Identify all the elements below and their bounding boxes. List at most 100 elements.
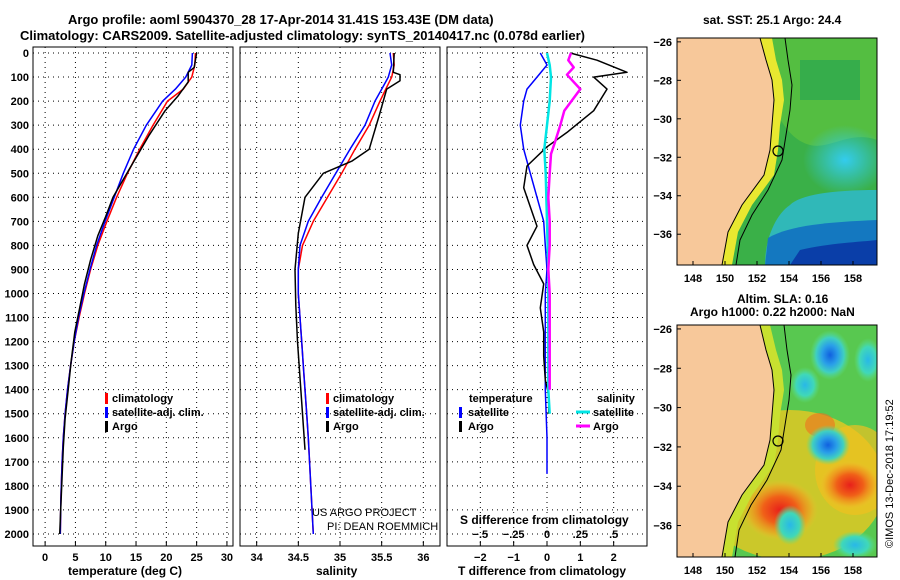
difference-ticks: −2 −1 0 1 2 −.5 −.25 0 .25 .5 xyxy=(473,529,619,564)
sla-blue-eddy-3 xyxy=(774,505,806,545)
header-line1: Argo profile: aoml 5904370_28 17-Apr-201… xyxy=(68,12,494,27)
sla-map-image xyxy=(677,325,877,557)
sst-cool-eddy xyxy=(803,125,877,195)
depth-tick-label: 500 xyxy=(11,168,29,180)
depth-tick-label: 1200 xyxy=(5,337,29,349)
legend-swatch-climatology xyxy=(105,393,108,404)
sst-land xyxy=(677,38,774,265)
tick-label: 34.5 xyxy=(288,552,309,564)
series-line-temperature-satellite xyxy=(519,52,548,474)
legend-label-sal-argo: Argo xyxy=(593,421,619,433)
depth-tick-label: 2000 xyxy=(5,529,29,541)
salinity-xlabel: salinity xyxy=(316,564,358,578)
legend-label-climatology: climatology xyxy=(112,393,174,405)
sst-axes: 148 150 152 154 156 158 −26 −28 −30 −32 −34 −36 xyxy=(653,37,862,285)
salinity-ticks: 34 34.5 35 35.5 36 xyxy=(251,541,429,564)
top-tick-label: .5 xyxy=(609,529,618,541)
tick-label: 0 xyxy=(544,552,550,564)
tick-label: 10 xyxy=(100,552,112,564)
top-tick-label: −.5 xyxy=(473,529,489,541)
temperature-grid xyxy=(33,47,233,546)
depth-tick-label: 1900 xyxy=(5,505,29,517)
map-xtick-label: 152 xyxy=(748,273,766,285)
sla-blue-eddy-4 xyxy=(854,338,877,382)
depth-tick-label: 1100 xyxy=(5,313,29,325)
difference-top-xlabel: S difference from climatology xyxy=(460,513,629,527)
sst-map: sat. SST: 25.1 Argo: 24.4 148 150 152 154 15… xyxy=(653,13,878,285)
top-tick-label: 0 xyxy=(544,529,550,541)
map-ytick-label: −30 xyxy=(653,403,672,415)
map-xtick-label: 148 xyxy=(684,565,702,577)
legend-label-sal-satellite: satellite xyxy=(593,407,634,419)
map-xtick-label: 158 xyxy=(844,273,862,285)
temperature-xlabel: temperature (deg C) xyxy=(68,564,182,578)
tick-label: 35.5 xyxy=(371,552,392,564)
sla-coast-strip xyxy=(722,325,784,557)
sst-float-marker xyxy=(772,145,784,157)
sst-title: sat. SST: 25.1 Argo: 24.4 xyxy=(703,13,842,27)
depth-axis: 0 100 200 300 400 500 600 700 800 900 1000 1100 1200… xyxy=(5,48,29,541)
sla-shelf-contour xyxy=(734,325,792,557)
legend-label-satellite: satellite-adj. clim. xyxy=(333,407,425,419)
legend-swatch-argo xyxy=(326,421,329,432)
legend-header-salinity: salinity xyxy=(597,393,636,405)
sst-map-image xyxy=(677,38,877,265)
tick-label: 2 xyxy=(611,552,617,564)
depth-tick-label: 100 xyxy=(11,72,29,84)
salinity-grid xyxy=(240,47,440,546)
tick-label: 34 xyxy=(251,552,264,564)
difference-panel: −2 −1 0 1 2 −.5 −.25 0 .25 .5 S difference from c… xyxy=(446,46,648,578)
top-tick-label: −.25 xyxy=(503,529,525,541)
legend-swatch-satellite xyxy=(105,407,108,418)
legend-swatch-climatology xyxy=(326,393,329,404)
sla-coastline xyxy=(721,325,775,557)
tick-label: −2 xyxy=(474,552,487,564)
series-line-satellite-adj-clim- xyxy=(297,52,393,535)
map-xtick-label: 156 xyxy=(812,273,830,285)
sla-title1: Altim. SLA: 0.16 xyxy=(737,292,829,306)
legend-label-climatology: climatology xyxy=(333,393,395,405)
difference-xlabel: T difference from climatology xyxy=(458,564,626,578)
series-line-climatology xyxy=(59,52,197,535)
map-ytick-label: −34 xyxy=(653,191,673,203)
map-ytick-label: −26 xyxy=(653,324,672,336)
series-line-satellite-adj-clim- xyxy=(59,52,194,535)
tick-label: 15 xyxy=(130,552,142,564)
depth-tick-label: 300 xyxy=(11,120,29,132)
map-ytick-label: −26 xyxy=(653,37,672,49)
salinity-panel: 34 34.5 35 35.5 36 salinity climatology sate… xyxy=(239,46,441,578)
project-line2: PI: DEAN ROEMMICH xyxy=(327,521,438,533)
legend-label-argo: Argo xyxy=(112,421,138,433)
map-xtick-label: 158 xyxy=(844,565,862,577)
series-line-salinity-satellite xyxy=(543,52,553,414)
legend-swatch-satellite xyxy=(326,407,329,418)
salinity-plot-frame xyxy=(239,46,441,547)
temperature-ticks: 0 5 10 15 20 25 30 xyxy=(42,541,233,564)
sla-cyan-eddy xyxy=(790,367,820,403)
difference-legend: temperature salinity satellite Argo sate… xyxy=(459,393,636,433)
map-xtick-label: 154 xyxy=(780,273,799,285)
tick-label: 36 xyxy=(417,552,429,564)
sla-blue-eddy-2 xyxy=(806,425,850,465)
legend-label-temp-argo: Argo xyxy=(468,421,494,433)
sst-shelf-contour xyxy=(735,38,793,265)
map-xtick-label: 150 xyxy=(716,273,734,285)
project-line1: US ARGO PROJECT xyxy=(312,507,417,519)
depth-tick-label: 400 xyxy=(11,144,29,156)
depth-tick-label: 1000 xyxy=(5,288,29,300)
sla-map: Altim. SLA: 0.16 Argo h1000: 0.22 h2000:… xyxy=(653,292,878,577)
header-line2: Climatology: CARS2009. Satellite-adjuste… xyxy=(20,28,585,43)
tick-label: 35 xyxy=(334,552,346,564)
legend-swatch-argo xyxy=(105,421,108,432)
sla-axes: 148 150 152 154 156 158 −26 −28 −30 −32 −34 −36 xyxy=(653,324,862,577)
map-ytick-label: −36 xyxy=(653,521,672,533)
sst-green-patch xyxy=(800,60,860,100)
depth-tick-label: 0 xyxy=(23,48,29,60)
sst-map-frame xyxy=(676,37,878,266)
sst-coast-strip xyxy=(722,38,784,265)
sla-red-eddy-2 xyxy=(820,461,877,509)
temperature-legend: climatology satellite-adj. clim. Argo xyxy=(105,393,204,433)
sst-coldest-water xyxy=(790,240,877,265)
map-xtick-label: 156 xyxy=(812,565,830,577)
map-xtick-label: 152 xyxy=(748,565,766,577)
